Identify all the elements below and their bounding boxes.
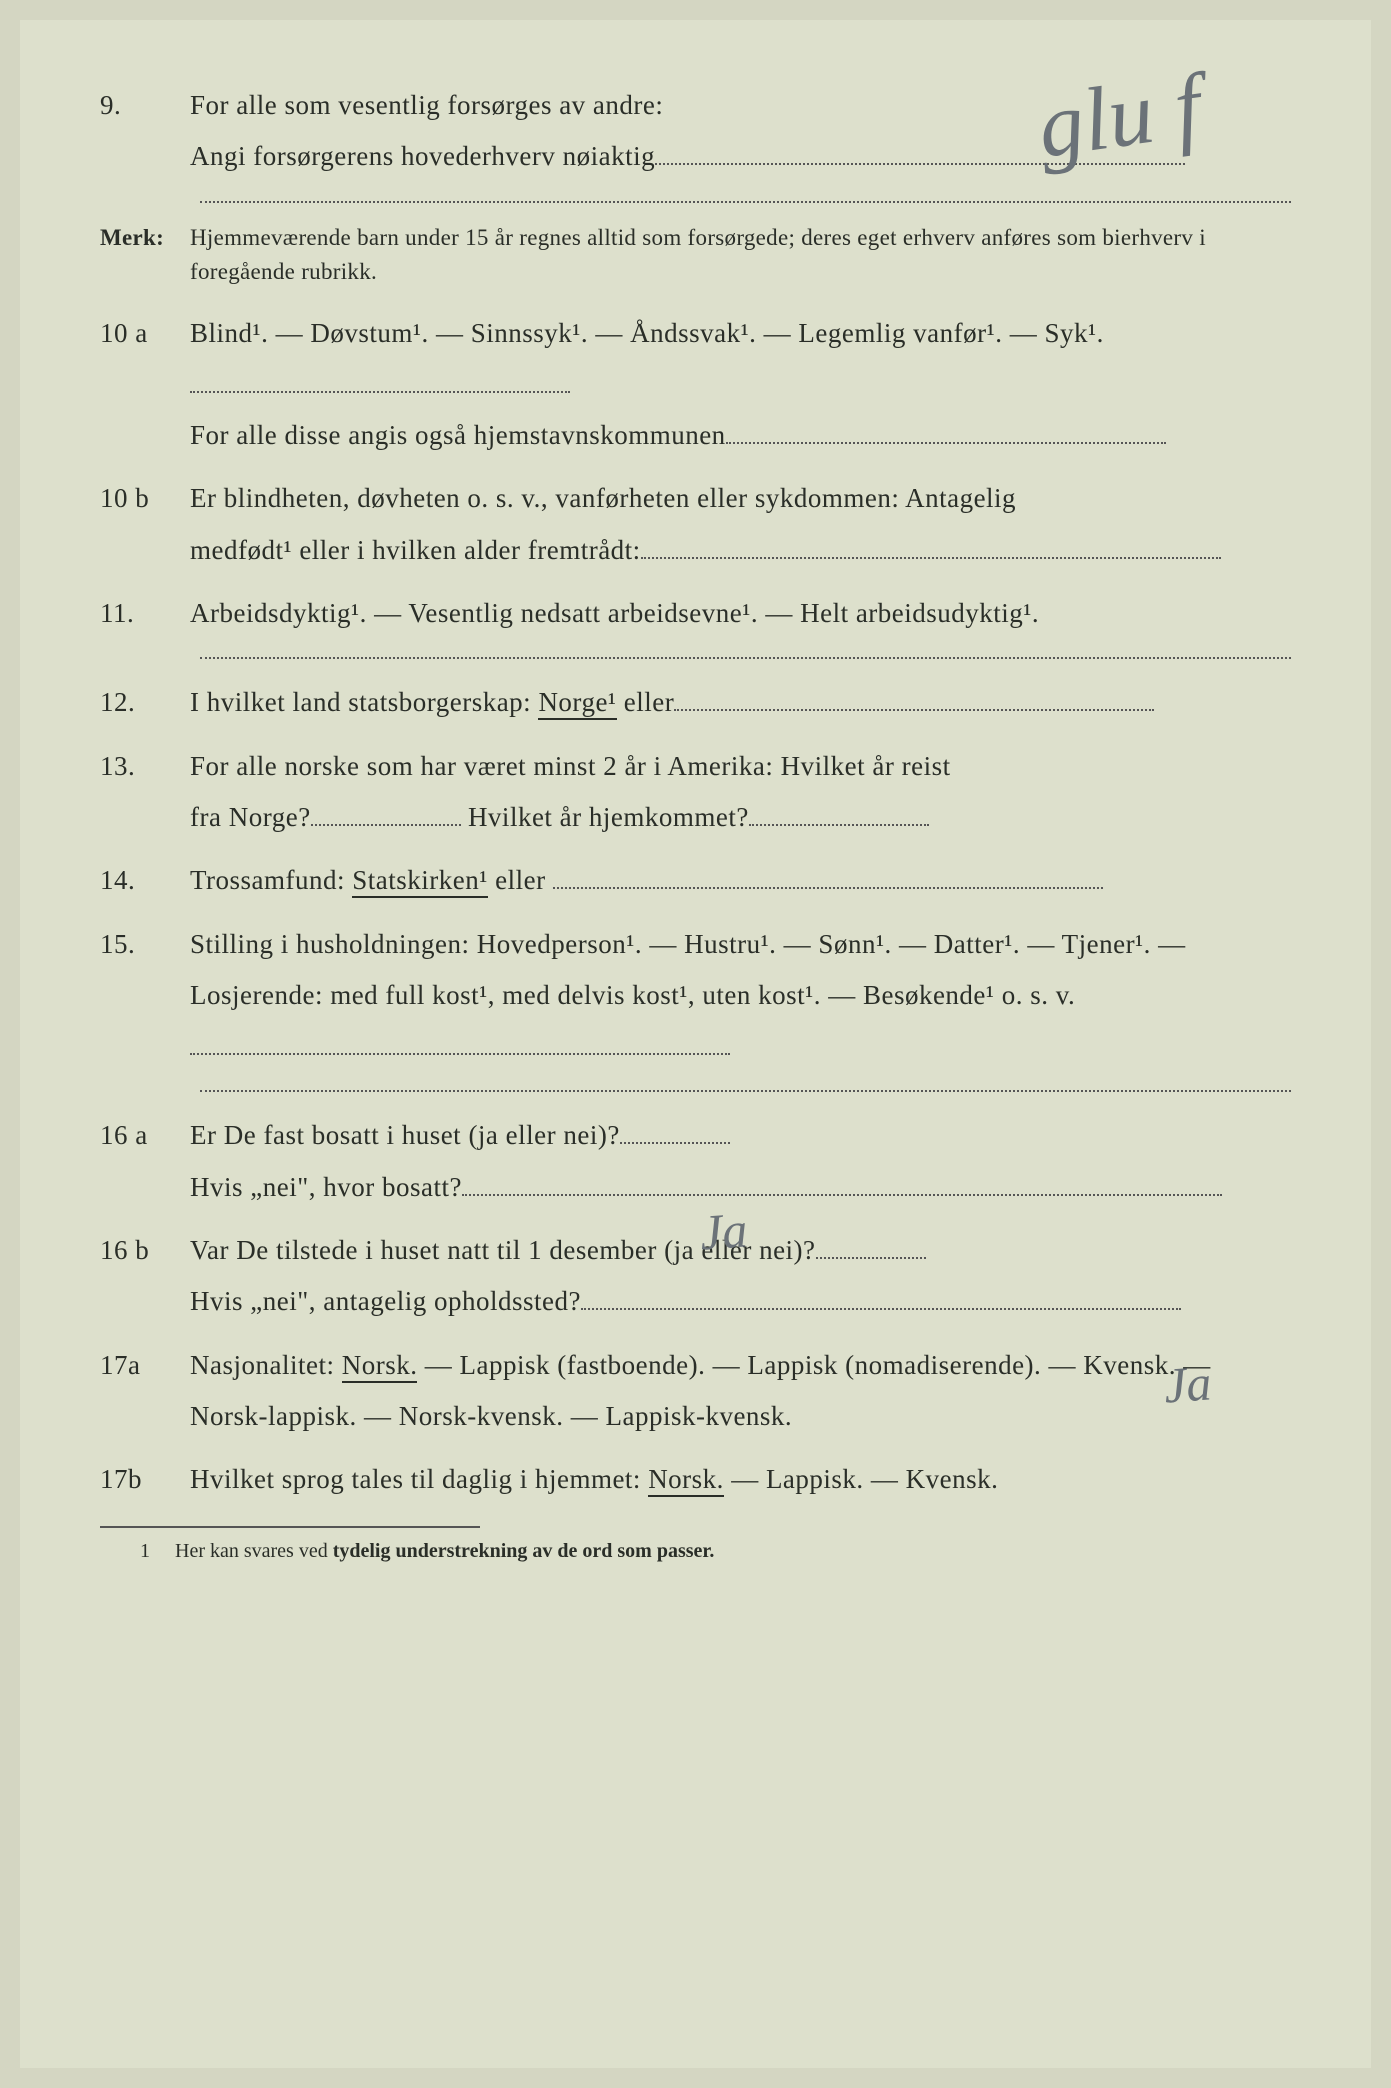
question-text: Arbeidsdyktig¹. — Vesentlig nedsatt arbe…	[190, 588, 1291, 639]
question-number: 16 b	[100, 1225, 190, 1328]
question-text: For alle norske som har været minst 2 år…	[190, 741, 1291, 844]
q17b-suffix: — Lappisk. — Kvensk.	[724, 1464, 998, 1494]
fill-line	[581, 1308, 1181, 1310]
q9-line1: For alle som vesentlig forsørges av andr…	[190, 90, 663, 120]
q13-line1: For alle norske som har været minst 2 år…	[190, 751, 951, 781]
fill-line	[749, 824, 929, 826]
q10a-line3: For alle disse angis også hjemstavnskomm…	[190, 420, 726, 450]
question-text: Nasjonalitet: Norsk. — Lappisk (fastboen…	[190, 1340, 1291, 1443]
fill-line	[726, 442, 1166, 444]
footnote-rule	[100, 1526, 480, 1528]
question-10a: 10 a Blind¹. — Døvstum¹. — Sinnssyk¹. — …	[100, 308, 1291, 462]
q10b-line1: Er blindheten, døvheten o. s. v., vanfør…	[190, 483, 1016, 513]
merk-label: Merk:	[100, 221, 190, 290]
question-number: 16 a	[100, 1110, 190, 1213]
fill-line	[620, 1142, 730, 1144]
question-16a: 16 a Er De fast bosatt i huset (ja eller…	[100, 1110, 1291, 1213]
fill-line	[674, 709, 1154, 711]
q13-line2a: fra Norge?	[190, 802, 311, 832]
q14-prefix: Trossamfund:	[190, 865, 352, 895]
question-15: 15. Stilling i husholdningen: Hovedperso…	[100, 919, 1291, 1073]
q12-underlined: Norge¹	[538, 687, 616, 720]
fill-line	[190, 391, 570, 393]
merk-text: Hjemmeværende barn under 15 år regnes al…	[190, 221, 1291, 290]
question-text: Hvilket sprog tales til daglig i hjemmet…	[190, 1454, 1291, 1505]
footnote: 1 Her kan svares ved tydelig understrekn…	[100, 1540, 1291, 1563]
question-number: 17a	[100, 1340, 190, 1443]
fill-line	[462, 1194, 1222, 1196]
q14-suffix: eller	[488, 865, 553, 895]
q16a-line1: Er De fast bosatt i huset (ja eller nei)…	[190, 1120, 620, 1150]
question-12: 12. I hvilket land statsborgerskap: Norg…	[100, 677, 1291, 728]
q14-underlined: Statskirken¹	[352, 865, 488, 898]
q15-text: Stilling i husholdningen: Hovedperson¹. …	[190, 929, 1186, 1010]
question-text: I hvilket land statsborgerskap: Norge¹ e…	[190, 677, 1291, 728]
divider	[200, 1090, 1291, 1092]
fill-line	[641, 557, 1221, 559]
question-number: 15.	[100, 919, 190, 1073]
question-14: 14. Trossamfund: Statskirken¹ eller	[100, 855, 1291, 906]
q9-line2: Angi forsørgerens hovederhverv nøiaktig	[190, 141, 655, 171]
footnote-num: 1	[140, 1540, 170, 1563]
question-number: 10 b	[100, 473, 190, 576]
q10a-opts: Blind¹. — Døvstum¹. — Sinnssyk¹. — Åndss…	[190, 318, 1104, 348]
question-number: 14.	[100, 855, 190, 906]
question-number: 17b	[100, 1454, 190, 1505]
q16a-line2: Hvis „nei", hvor bosatt?	[190, 1172, 462, 1202]
question-number: 10 a	[100, 308, 190, 462]
fill-line	[190, 1053, 730, 1055]
question-13: 13. For alle norske som har været minst …	[100, 741, 1291, 844]
q16b-line2: Hvis „nei", antagelig opholdssted?	[190, 1286, 581, 1316]
question-text: Stilling i husholdningen: Hovedperson¹. …	[190, 919, 1291, 1073]
divider	[200, 657, 1291, 659]
question-16b: 16 b Var De tilstede i huset natt til 1 …	[100, 1225, 1291, 1328]
q17b-underlined: Norsk.	[648, 1464, 724, 1497]
q13-line2b: Hvilket år hjemkommet?	[461, 802, 749, 832]
fill-line	[553, 887, 1103, 889]
q11-text: Arbeidsdyktig¹. — Vesentlig nedsatt arbe…	[190, 598, 1039, 628]
question-17b: 17b Hvilket sprog tales til daglig i hje…	[100, 1454, 1291, 1505]
q17a-underlined: Norsk.	[342, 1350, 418, 1383]
q17b-prefix: Hvilket sprog tales til daglig i hjemmet…	[190, 1464, 648, 1494]
question-text: Er blindheten, døvheten o. s. v., vanfør…	[190, 473, 1291, 576]
q12-suffix: eller	[617, 687, 675, 717]
footnote-bold: tydelig understrekning av de ord som pas…	[333, 1540, 715, 1562]
question-17a: 17a Nasjonalitet: Norsk. — Lappisk (fast…	[100, 1340, 1291, 1443]
question-number: 12.	[100, 677, 190, 728]
question-text: Blind¹. — Døvstum¹. — Sinnssyk¹. — Åndss…	[190, 308, 1291, 462]
question-number: 9.	[100, 80, 190, 183]
q12-prefix: I hvilket land statsborgerskap:	[190, 687, 538, 717]
fill-line	[311, 824, 461, 826]
handwritten-answer-q16b: Ja	[1162, 1353, 1213, 1414]
handwritten-answer-q16a: Ja	[698, 1200, 749, 1261]
question-number: 13.	[100, 741, 190, 844]
question-text: Trossamfund: Statskirken¹ eller	[190, 855, 1291, 906]
question-text: Er De fast bosatt i huset (ja eller nei)…	[190, 1110, 1291, 1213]
question-11: 11. Arbeidsdyktig¹. — Vesentlig nedsatt …	[100, 588, 1291, 639]
fill-line	[816, 1257, 926, 1259]
question-10b: 10 b Er blindheten, døvheten o. s. v., v…	[100, 473, 1291, 576]
footnote-prefix: Her kan svares ved	[175, 1540, 333, 1562]
merk-note: Merk: Hjemmeværende barn under 15 år reg…	[100, 221, 1291, 290]
divider	[200, 201, 1291, 203]
question-number: 11.	[100, 588, 190, 639]
q17a-prefix: Nasjonalitet:	[190, 1350, 342, 1380]
q10b-line2: medfødt¹ eller i hvilken alder fremtrådt…	[190, 535, 641, 565]
census-form-page: glu f Ja Ja 9. For alle som vesentlig fo…	[20, 20, 1371, 2068]
